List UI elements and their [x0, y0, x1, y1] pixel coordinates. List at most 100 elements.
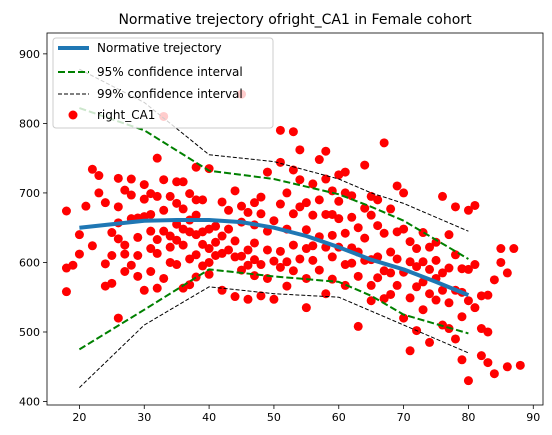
scatter-point	[166, 243, 175, 252]
scatter-point	[185, 280, 194, 289]
x-tick-label: 80	[461, 411, 475, 424]
scatter-point	[224, 225, 233, 234]
scatter-point	[88, 241, 97, 250]
scatter-point	[295, 254, 304, 263]
scatter-point	[419, 305, 428, 314]
scatter-point	[127, 175, 136, 184]
scatter-point	[94, 171, 103, 180]
scatter-point	[386, 290, 395, 299]
scatter-point	[114, 234, 123, 243]
scatter-point	[373, 195, 382, 204]
scatter-point	[289, 209, 298, 218]
scatter-point	[192, 250, 201, 259]
x-axis: 20 30 40 50 60 70 80 90	[72, 405, 540, 424]
scatter-point	[205, 244, 214, 253]
scatter-point	[146, 227, 155, 236]
legend-label-ci99: 99% confidence interval	[97, 87, 243, 101]
scatter-point	[399, 188, 408, 197]
scatter-point	[114, 174, 123, 183]
y-tick-label: 700	[19, 187, 40, 200]
x-tick-label: 20	[72, 411, 86, 424]
scatter-point	[393, 281, 402, 290]
scatter-point	[308, 211, 317, 220]
scatter-point	[172, 260, 181, 269]
scatter-point	[140, 180, 149, 189]
scatter-point	[393, 254, 402, 263]
scatter-point	[282, 188, 291, 197]
scatter-point	[107, 251, 116, 260]
scatter-point	[470, 201, 479, 210]
legend-label-normative: Normative trejectory	[97, 41, 222, 55]
scatter-point	[509, 244, 518, 253]
scatter-point	[406, 237, 415, 246]
scatter-point	[380, 138, 389, 147]
scatter-point	[464, 296, 473, 305]
scatter-point	[224, 245, 233, 254]
scatter-point	[179, 241, 188, 250]
scatter-point	[185, 189, 194, 198]
scatter-point	[334, 214, 343, 223]
scatter-point	[477, 351, 486, 360]
scatter-point	[269, 216, 278, 225]
scatter-point	[289, 266, 298, 275]
scatter-point	[425, 265, 434, 274]
scatter-point	[237, 252, 246, 261]
scatter-point	[243, 295, 252, 304]
scatter-point	[256, 260, 265, 269]
scatter-point	[133, 233, 142, 242]
scatter-point	[205, 258, 214, 267]
scatter-point	[315, 195, 324, 204]
scatter-point	[153, 154, 162, 163]
scatter-point	[432, 256, 441, 265]
scatter-point	[218, 197, 227, 206]
scatter-point	[153, 235, 162, 244]
scatter-point	[75, 230, 84, 239]
scatter-point	[211, 222, 220, 231]
scatter-point	[393, 181, 402, 190]
series-line-dashed	[79, 269, 468, 349]
y-tick-label: 400	[19, 396, 40, 409]
scatter-point	[166, 192, 175, 201]
scatter-point	[127, 191, 136, 200]
legend-label-points: right_CA1	[97, 108, 155, 122]
x-tick-label: 60	[332, 411, 346, 424]
scatter-point	[425, 289, 434, 298]
scatter-point	[302, 225, 311, 234]
scatter-point	[146, 210, 155, 219]
scatter-point	[198, 195, 207, 204]
scatter-point	[68, 261, 77, 270]
scatter-point	[308, 241, 317, 250]
scatter-point	[62, 207, 71, 216]
scatter-point	[250, 238, 259, 247]
scatter-point	[256, 193, 265, 202]
scatter-point	[444, 298, 453, 307]
scatter-point	[373, 273, 382, 282]
scatter-point	[490, 275, 499, 284]
scatter-point	[81, 202, 90, 211]
scatter-point	[120, 241, 129, 250]
scatter-point	[75, 250, 84, 259]
scatter-point	[516, 361, 525, 370]
scatter-point	[282, 282, 291, 291]
scatter-point	[295, 175, 304, 184]
scatter-point	[347, 213, 356, 222]
scatter-point	[133, 251, 142, 260]
scatter-point	[107, 279, 116, 288]
scatter-point	[159, 175, 168, 184]
scatter-point	[354, 272, 363, 281]
x-tick-label: 40	[202, 411, 216, 424]
scatter-point	[218, 232, 227, 241]
scatter-point	[159, 274, 168, 283]
scatter-point	[308, 256, 317, 265]
scatter-point	[179, 177, 188, 186]
scatter-point	[237, 202, 246, 211]
y-tick-label: 600	[19, 256, 40, 269]
scatter-point	[354, 322, 363, 331]
legend-swatch-points	[69, 111, 78, 120]
legend: Normative trejectory 95% confidence inte…	[53, 38, 273, 128]
scatter-point	[101, 198, 110, 207]
scatter-point	[62, 287, 71, 296]
scatter-point	[490, 369, 499, 378]
scatter-point	[457, 312, 466, 321]
scatter-point	[218, 286, 227, 295]
